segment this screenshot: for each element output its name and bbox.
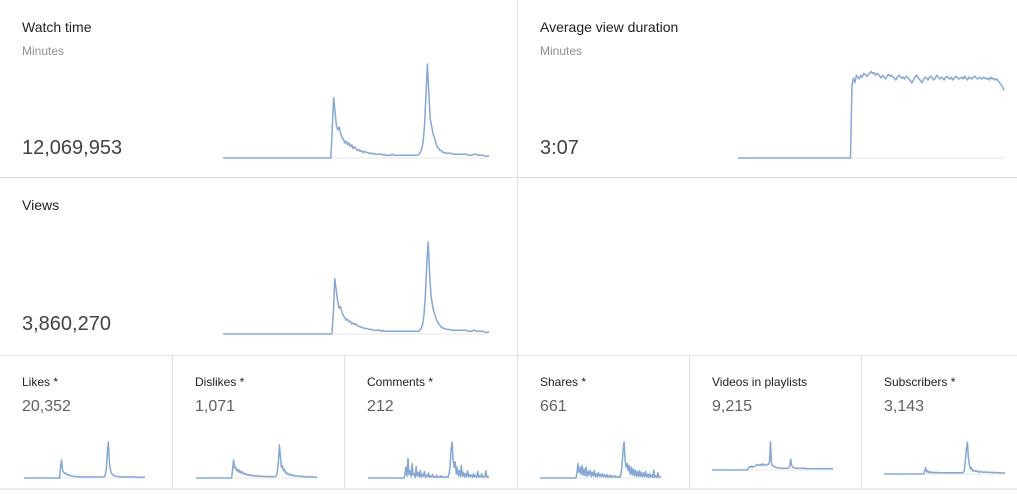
- card-title: Watch time: [22, 19, 92, 35]
- avg-view-duration-card[interactable]: Average view duration Minutes 3:07: [518, 0, 1017, 178]
- dislikes-card[interactable]: Dislikes * 1,071: [173, 356, 345, 489]
- sparkline-series: [196, 444, 317, 479]
- videos-in-playlists-sparkline: [712, 441, 833, 471]
- card-title: Dislikes *: [195, 375, 245, 389]
- sparkline-series: [540, 441, 662, 479]
- bottom-divider: [0, 488, 1017, 490]
- card-title: Likes *: [22, 375, 59, 389]
- likes-card[interactable]: Likes * 20,352: [0, 356, 173, 489]
- avg-view-duration-sparkline: [738, 70, 1005, 159]
- watch-time-sparkline: [223, 63, 489, 159]
- card-title: Subscribers *: [884, 375, 956, 389]
- views-card[interactable]: Views 3,860,270: [0, 178, 518, 356]
- dislikes-sparkline: [196, 444, 317, 479]
- card-title: Shares *: [540, 375, 587, 389]
- card-title: Average view duration: [540, 19, 679, 35]
- metric-value: 3,143: [884, 398, 925, 415]
- sparkline-series: [712, 441, 833, 471]
- subscribers-card[interactable]: Subscribers * 3,143: [862, 356, 1017, 489]
- sparkline-series: [223, 63, 489, 159]
- sparkline-series: [223, 241, 489, 335]
- comments-card[interactable]: Comments * 212: [345, 356, 518, 489]
- card-title: Views: [22, 197, 60, 213]
- watch-time-card[interactable]: Watch time Minutes 12,069,953: [0, 0, 518, 178]
- views-sparkline: [223, 241, 489, 335]
- card-subtitle: Minutes: [540, 44, 583, 58]
- metric-value: 20,352: [22, 398, 71, 415]
- sparkline-series: [738, 70, 1005, 159]
- metric-value: 661: [540, 398, 567, 415]
- metric-value: 1,071: [195, 398, 236, 415]
- subscribers-sparkline: [884, 441, 1005, 475]
- videos-in-playlists-card[interactable]: Videos in playlists 9,215: [690, 356, 862, 489]
- likes-sparkline: [24, 441, 145, 479]
- metric-value: 3,860,270: [22, 313, 111, 335]
- comments-sparkline: [368, 441, 490, 479]
- shares-card[interactable]: Shares * 661: [518, 356, 690, 489]
- shares-sparkline: [540, 441, 662, 479]
- metric-value: 9,215: [712, 398, 753, 415]
- card-subtitle: Minutes: [22, 44, 65, 58]
- card-title: Videos in playlists: [712, 375, 808, 389]
- sparkline-series: [368, 441, 490, 479]
- empty-panel: [518, 178, 1017, 356]
- card-title: Comments *: [367, 375, 434, 389]
- metric-value: 12,069,953: [22, 137, 123, 159]
- metric-value: 212: [367, 398, 394, 415]
- sparkline-series: [24, 441, 145, 479]
- sparkline-series: [884, 441, 1005, 475]
- metric-value: 3:07: [540, 137, 579, 159]
